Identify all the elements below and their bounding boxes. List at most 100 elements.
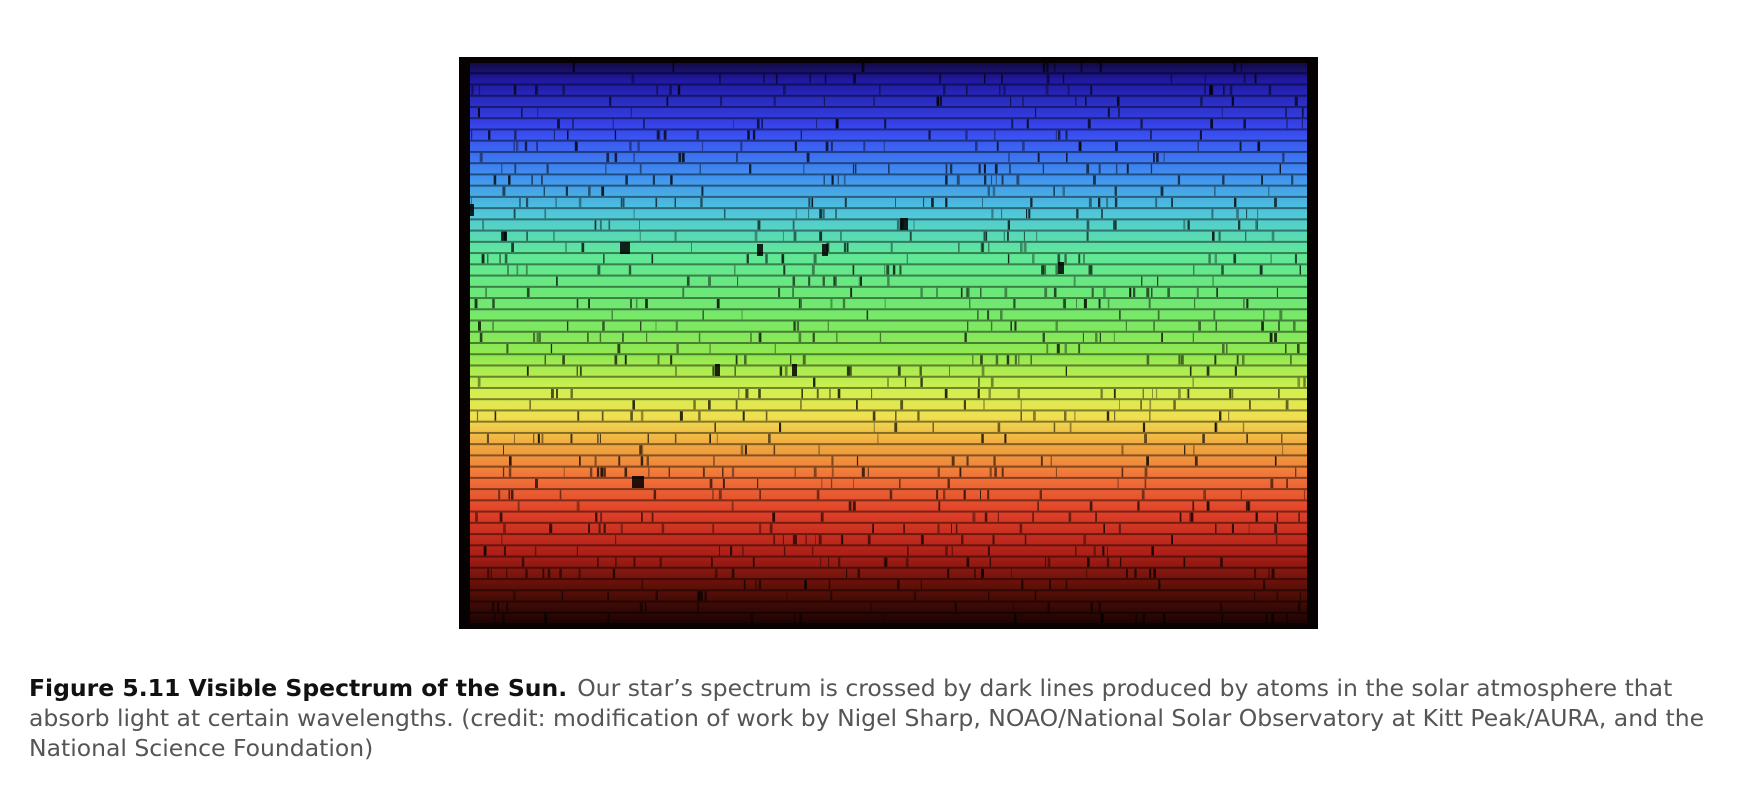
absorption-line bbox=[1088, 197, 1092, 208]
absorption-line bbox=[478, 321, 481, 331]
absorption-line bbox=[1222, 344, 1225, 354]
absorption-line bbox=[1161, 332, 1163, 342]
absorption-line bbox=[852, 164, 854, 174]
absorption-line bbox=[640, 321, 642, 331]
absorption-line bbox=[883, 141, 885, 151]
absorption-line bbox=[1019, 523, 1023, 533]
absorption-line bbox=[556, 389, 558, 399]
absorption-line bbox=[937, 523, 940, 533]
absorption-line bbox=[991, 209, 994, 219]
absorption-line bbox=[1301, 108, 1304, 118]
absorption-line bbox=[471, 130, 473, 140]
absorption-line bbox=[990, 175, 993, 185]
absorption-line bbox=[1009, 164, 1011, 174]
absorption-line bbox=[597, 433, 599, 444]
absorption-line bbox=[873, 96, 875, 106]
absorption-line bbox=[757, 478, 759, 489]
absorption-line bbox=[1193, 265, 1195, 275]
absorption-line bbox=[606, 152, 610, 163]
absorption-line bbox=[547, 568, 551, 578]
absorption-line bbox=[1246, 209, 1248, 219]
absorption-line bbox=[537, 433, 540, 444]
absorption-line bbox=[783, 546, 786, 556]
absorption-line bbox=[831, 175, 834, 185]
absorption-line bbox=[820, 512, 824, 522]
absorption-line bbox=[1107, 299, 1110, 309]
absorption-line bbox=[494, 613, 496, 623]
absorption-line bbox=[712, 523, 715, 533]
absorption-line bbox=[889, 490, 891, 500]
absorption-line bbox=[803, 164, 805, 174]
absorption-line bbox=[611, 310, 613, 320]
absorption-line bbox=[599, 433, 601, 444]
absorption-line bbox=[734, 265, 736, 275]
absorption-line bbox=[823, 96, 825, 106]
absorption-line bbox=[682, 152, 685, 163]
absorption-line bbox=[1088, 265, 1090, 275]
spectrum-row-separator bbox=[470, 454, 1307, 457]
absorption-line bbox=[588, 523, 590, 533]
absorption-line bbox=[521, 557, 525, 567]
absorption-line bbox=[897, 366, 901, 376]
absorption-line bbox=[799, 613, 803, 623]
spectrum-row-separator bbox=[470, 589, 1307, 592]
absorption-line bbox=[983, 231, 986, 241]
absorption-line bbox=[1236, 355, 1239, 365]
absorption-line bbox=[994, 467, 997, 477]
absorption-line bbox=[1163, 613, 1166, 623]
absorption-line bbox=[812, 332, 815, 342]
absorption-line bbox=[534, 546, 537, 556]
spectrum-row-separator bbox=[470, 72, 1307, 75]
absorption-line bbox=[858, 276, 861, 286]
spectrum-row-separator bbox=[470, 611, 1307, 614]
spectrum-row-separator bbox=[470, 465, 1307, 468]
absorption-line bbox=[646, 456, 649, 466]
absorption-line bbox=[1274, 332, 1277, 342]
absorption-line bbox=[697, 591, 701, 601]
absorption-line bbox=[849, 366, 852, 376]
absorption-line bbox=[1083, 535, 1087, 545]
absorption-line bbox=[1269, 332, 1273, 342]
absorption-line bbox=[535, 85, 537, 95]
absorption-line bbox=[524, 141, 528, 151]
absorption-line bbox=[651, 512, 654, 522]
absorption-line bbox=[1034, 591, 1037, 601]
absorption-line bbox=[775, 74, 778, 84]
absorption-line bbox=[804, 580, 807, 590]
absorption-line bbox=[1062, 299, 1066, 309]
absorption-line bbox=[964, 332, 967, 342]
absorption-line bbox=[1007, 231, 1009, 241]
absorption-line bbox=[663, 130, 667, 140]
absorption-line bbox=[951, 456, 955, 466]
absorption-line bbox=[985, 231, 988, 241]
absorption-line bbox=[669, 85, 672, 95]
absorption-line bbox=[1099, 332, 1101, 342]
absorption-line bbox=[637, 141, 640, 151]
absorption-line bbox=[863, 141, 866, 151]
absorption-line bbox=[1121, 445, 1124, 455]
absorption-line bbox=[1234, 197, 1237, 208]
absorption-line bbox=[1116, 96, 1120, 106]
absorption-line bbox=[1146, 355, 1150, 365]
absorption-line bbox=[936, 287, 938, 297]
spectrum-row-separator bbox=[470, 555, 1307, 558]
absorption-line bbox=[759, 523, 762, 533]
absorption-line bbox=[603, 467, 606, 477]
absorption-line bbox=[1076, 209, 1079, 219]
absorption-line bbox=[773, 445, 776, 455]
absorption-line bbox=[646, 332, 648, 342]
absorption-line bbox=[478, 85, 481, 95]
absorption-line bbox=[836, 332, 838, 342]
absorption-line bbox=[1028, 209, 1031, 219]
absorption-line bbox=[940, 96, 942, 106]
absorption-line bbox=[702, 310, 704, 320]
absorption-line bbox=[801, 389, 803, 399]
absorption-line bbox=[572, 63, 575, 73]
absorption-line bbox=[1193, 445, 1195, 455]
absorption-line bbox=[1100, 389, 1103, 399]
absorption-line bbox=[653, 490, 657, 500]
absorption-line bbox=[987, 310, 990, 320]
absorption-line bbox=[928, 130, 931, 140]
absorption-line bbox=[1126, 164, 1129, 174]
absorption-line bbox=[641, 580, 644, 590]
